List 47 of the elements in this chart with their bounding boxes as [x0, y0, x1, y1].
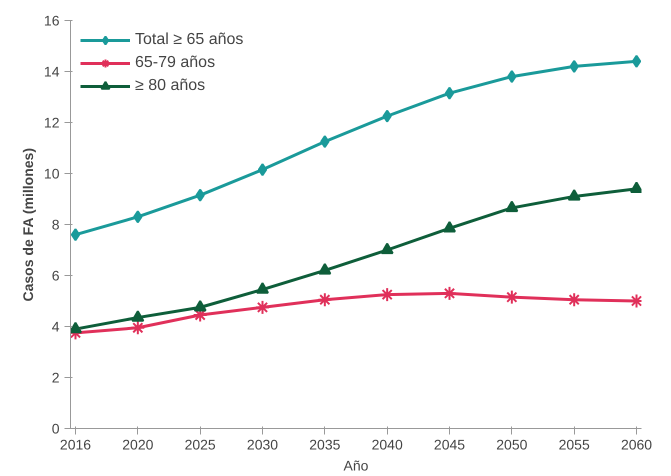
- x-tick-label: 2035: [309, 436, 341, 452]
- x-tick-label: 2050: [496, 436, 528, 452]
- point: [632, 54, 642, 68]
- point: [131, 310, 144, 322]
- point: [442, 286, 458, 301]
- y-tick-label: 0: [52, 420, 60, 436]
- point: [505, 200, 518, 212]
- point: [444, 86, 454, 100]
- point: [133, 210, 142, 224]
- point: [570, 60, 579, 73]
- y-tick-label: 8: [52, 216, 60, 232]
- x-tick-label: 2020: [122, 436, 154, 452]
- y-tick-label: 16: [44, 12, 60, 28]
- x-tick-label: 2040: [372, 436, 403, 452]
- x-axis-title: Año: [344, 458, 369, 474]
- y-tick-label: 6: [52, 268, 60, 284]
- point: [382, 110, 392, 123]
- x-tick-label: 2045: [434, 436, 466, 452]
- x-tick-label: 2016: [60, 436, 92, 452]
- point: [507, 70, 517, 84]
- x-tick-label: 2025: [184, 436, 216, 452]
- legend-label: ≥ 80 años: [135, 77, 206, 95]
- point: [130, 320, 146, 336]
- point: [256, 282, 269, 294]
- point: [568, 189, 581, 201]
- y-tick-label: 14: [44, 64, 60, 80]
- point: [195, 188, 205, 202]
- legend-label: 65-79 años: [135, 54, 216, 72]
- point: [258, 163, 268, 176]
- y-tick-label: 12: [44, 114, 60, 130]
- point: [380, 242, 394, 254]
- x-tick-label: 2030: [246, 436, 278, 452]
- x-tick-label: 2055: [558, 436, 590, 452]
- point: [254, 300, 270, 315]
- point: [443, 220, 456, 232]
- y-tick-label: 10: [44, 166, 60, 182]
- legend-label: Total ≥ 65 años: [135, 31, 244, 49]
- y-tick-label: 4: [52, 318, 60, 334]
- point: [70, 228, 80, 242]
- point: [194, 300, 207, 312]
- y-axis-title: Casos de FA (millones): [20, 148, 36, 302]
- point: [504, 290, 520, 305]
- y-tick-label: 2: [52, 370, 60, 386]
- point: [320, 135, 330, 148]
- point: [318, 263, 332, 275]
- point: [317, 292, 332, 308]
- x-tick-label: 2060: [620, 436, 652, 452]
